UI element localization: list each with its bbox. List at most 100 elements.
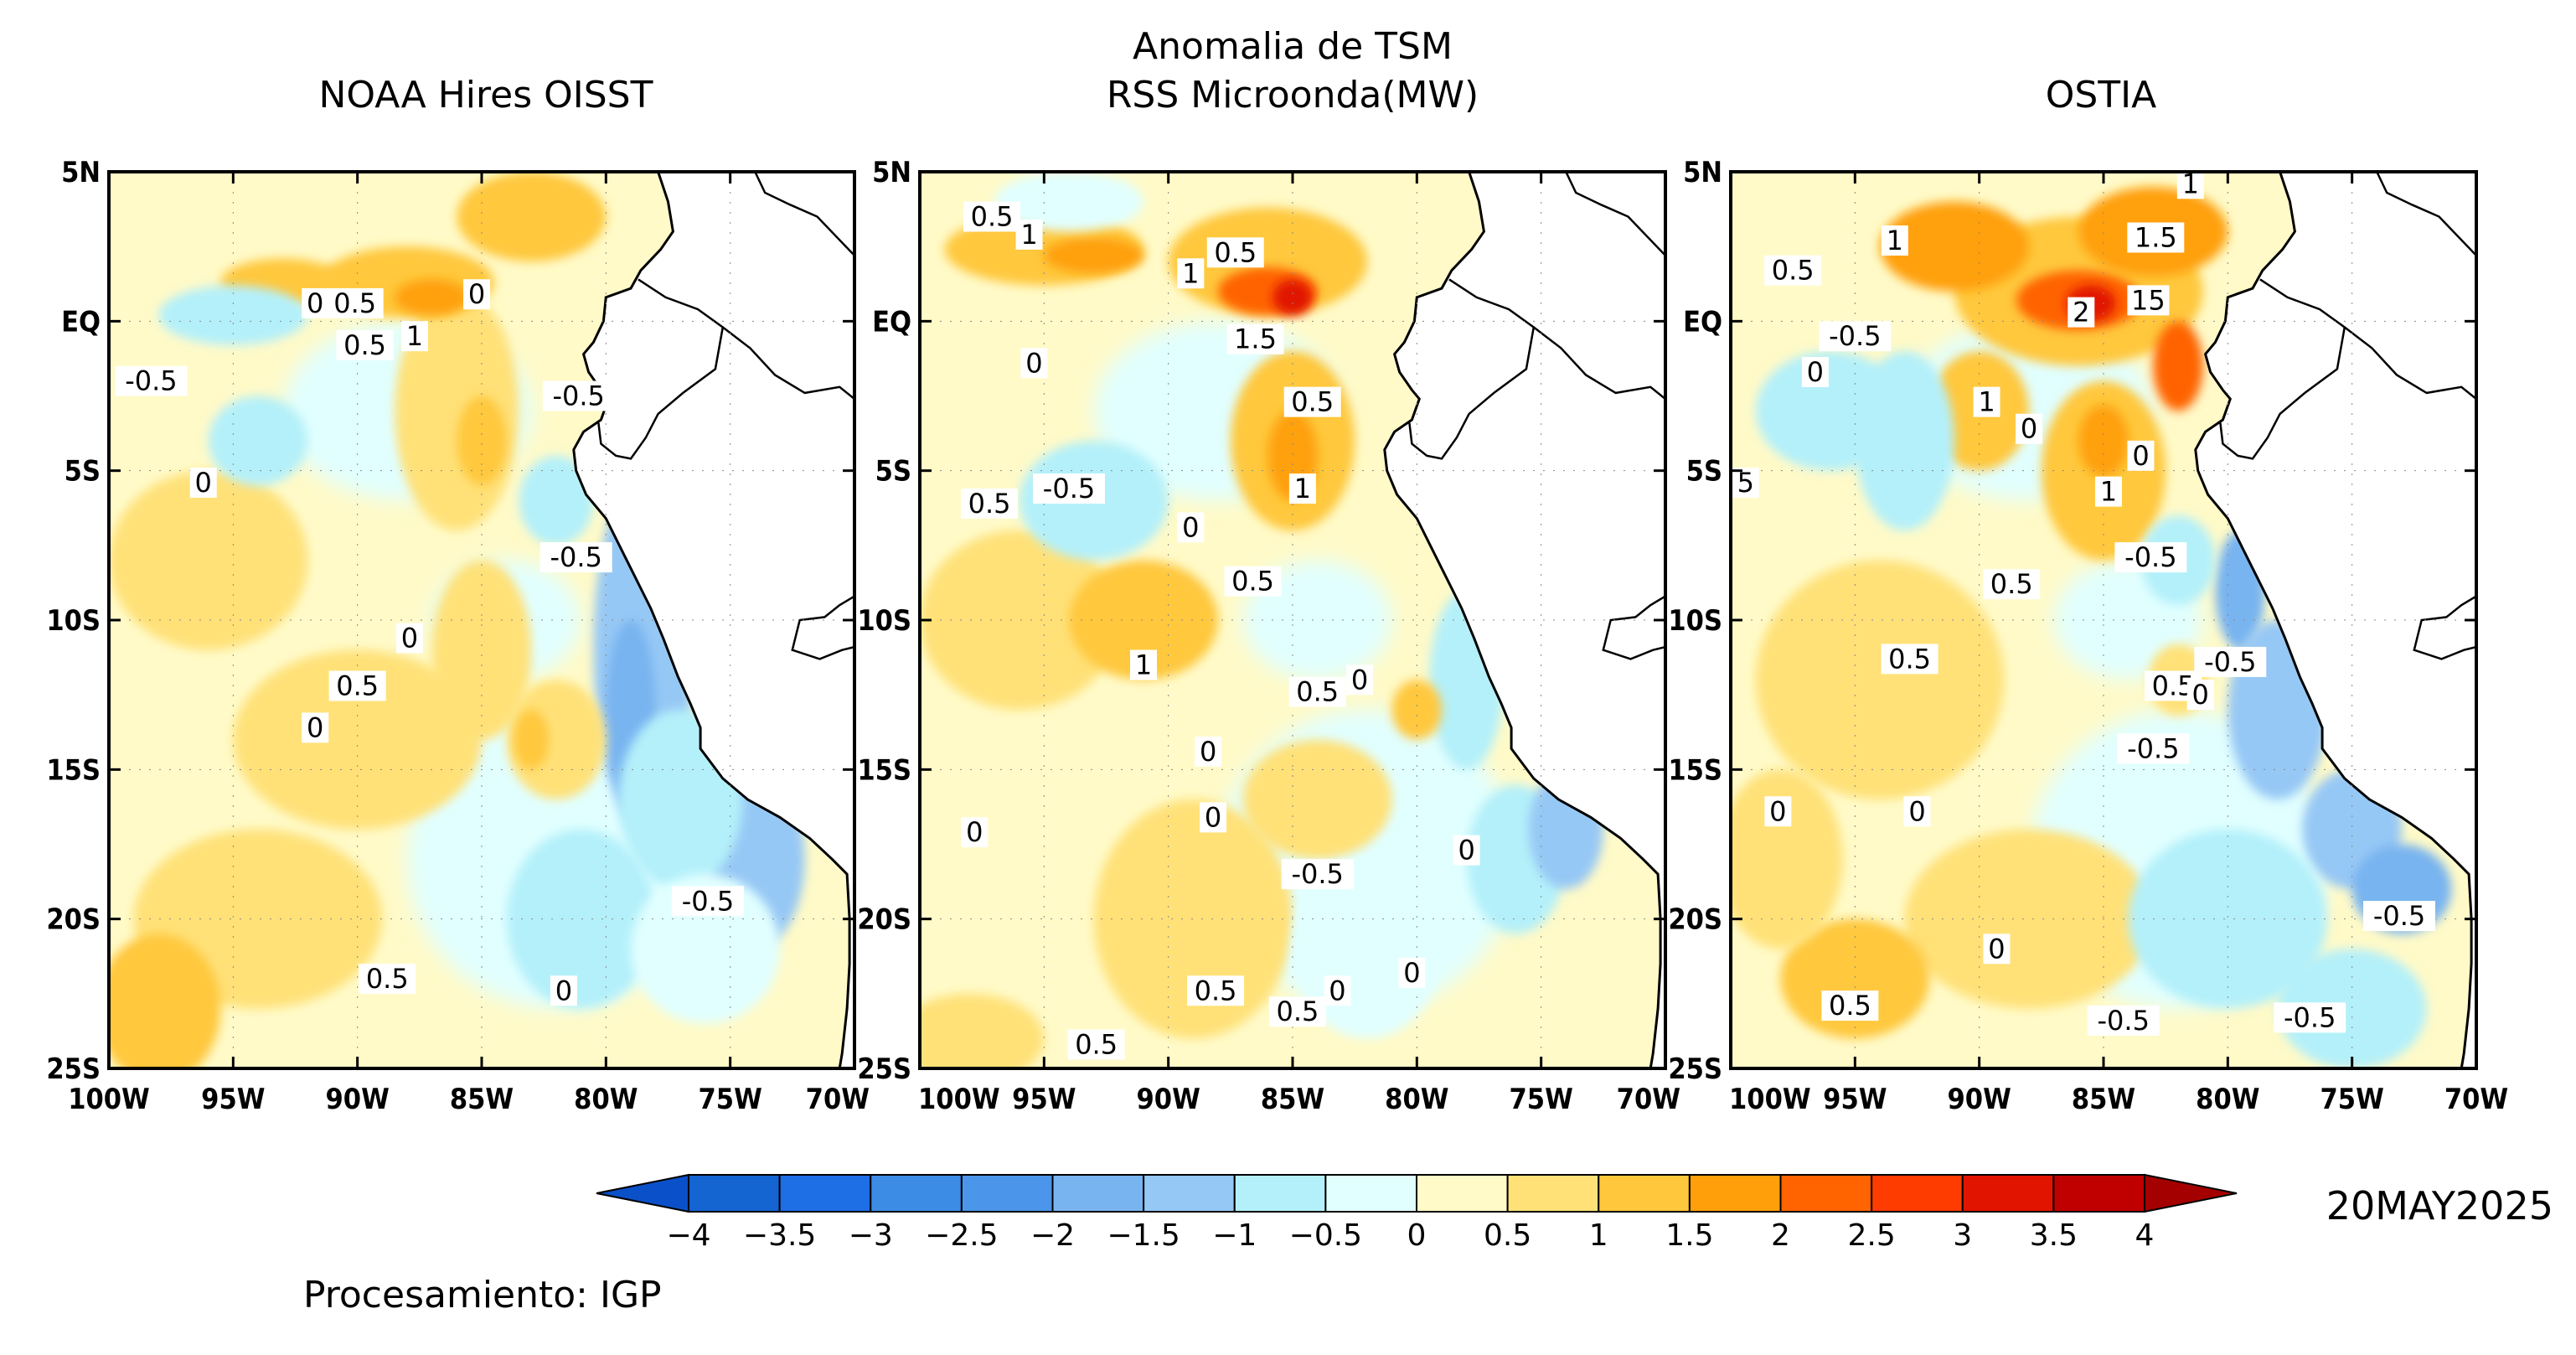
y-tick-label: 10S <box>857 604 911 638</box>
figure-title-line1: Anomalia de TSM <box>1133 25 1453 68</box>
colorbar-segment <box>1598 1174 1691 1213</box>
contour-label: 0.5 <box>1075 1028 1118 1060</box>
contour-label-box <box>359 964 416 994</box>
contour-label-box <box>1288 473 1316 504</box>
colorbar-label: −1 <box>1212 1218 1257 1253</box>
contour-label-box <box>1130 649 1157 680</box>
colorbar-segment <box>1688 1174 1782 1213</box>
credit-label: Procesamiento: IGP <box>303 1274 662 1316</box>
anomaly-region <box>506 829 656 1009</box>
country-border <box>2413 595 2476 660</box>
anomaly-region <box>1755 560 2005 799</box>
contour-label-box <box>2186 680 2214 711</box>
y-tick-label: 20S <box>1668 903 1722 937</box>
contour-label-box <box>2094 476 2122 507</box>
y-tick-label: 15S <box>857 753 911 787</box>
anomaly-region <box>457 172 607 261</box>
contour-label: -0.5 <box>1291 858 1343 890</box>
colorbar-label: −3 <box>849 1218 893 1253</box>
contour-label-box <box>1903 796 1931 827</box>
contour-label-box <box>671 886 744 917</box>
contour-label: -0.5 <box>2373 900 2425 932</box>
contour-label: 0 <box>2021 413 2037 445</box>
contour-label-box <box>1324 975 1351 1006</box>
y-tick-label: 10S <box>46 604 101 638</box>
contour-label: -0.5 <box>550 541 602 573</box>
anomaly-region <box>1391 680 1443 740</box>
contour-label: 0.5 <box>1231 566 1274 597</box>
contour-label: 0.5 <box>336 670 379 701</box>
contour-label: 0 <box>2192 679 2209 711</box>
anomaly-region <box>109 470 308 650</box>
contour-label-box <box>1015 219 1043 250</box>
colorbar-label: 4 <box>2135 1218 2155 1253</box>
country-border <box>791 595 854 660</box>
contour-label-box <box>1288 676 1346 707</box>
contour-label-box <box>961 488 1019 519</box>
contour-label: 0 <box>195 467 212 499</box>
anomaly-region <box>920 993 1045 1068</box>
contour-label: 0 <box>1200 736 1216 768</box>
contour-label: -0.5 <box>2284 1001 2336 1033</box>
x-tick-label: 95W <box>201 1083 265 1116</box>
y-tick-label: 5S <box>65 455 101 489</box>
contour-label: -0.5 <box>552 380 604 412</box>
y-tick-label: EQ <box>61 305 101 339</box>
x-tick-label: 90W <box>1137 1083 1200 1116</box>
contour-label-box <box>1764 796 1792 827</box>
panel-title-ostia: OSTIA <box>2046 74 2157 116</box>
anomaly-region <box>1168 207 1368 316</box>
contour-label: 0.5 <box>1829 990 1871 1021</box>
y-tick-label: 5N <box>872 156 911 189</box>
contour-label-box <box>2117 733 2190 764</box>
contour-label: 0 <box>2132 440 2149 472</box>
colorbar-segment <box>1416 1174 1509 1213</box>
colorbar-segment <box>688 1174 781 1213</box>
contour-label: -0.5 <box>1043 473 1095 504</box>
contour-label-box <box>395 623 423 654</box>
contour-label: 1.5 <box>1234 323 1277 355</box>
contour-label-box <box>2274 1002 2346 1033</box>
y-tick-label: 5S <box>1686 455 1722 489</box>
x-tick-label: 100W <box>68 1083 150 1116</box>
contour-label: 0 <box>1182 511 1199 543</box>
contour-label-box <box>1983 569 2041 600</box>
anomaly-region <box>1855 351 1955 530</box>
x-tick-label: 85W <box>1261 1083 1324 1116</box>
colorbar-under-arrow <box>596 1173 689 1213</box>
contour-label-box <box>2176 168 2204 199</box>
contour-label-box <box>2194 646 2267 677</box>
anomaly-region <box>233 649 482 830</box>
contour-label: 0 <box>1908 795 1925 827</box>
country-border <box>1408 278 1536 460</box>
colorbar-segment <box>2052 1174 2145 1213</box>
y-tick-label: 25S <box>857 1052 911 1086</box>
y-tick-label: 25S <box>46 1052 101 1086</box>
contour-label: 2 <box>2073 297 2089 328</box>
contour-label-box <box>2127 285 2170 316</box>
contour-label: 0.5 <box>1772 255 1815 287</box>
contour-label-box <box>1453 835 1480 866</box>
map-panel-noaa: 0 0.5 0.5 1 0 -0.5 -0.5 0 -0.5 0 0.5 0 -0.5 0.5 0 100W 9… <box>46 156 870 1116</box>
contour-label-box <box>1195 736 1222 767</box>
x-tick-label: 75W <box>699 1083 762 1116</box>
contour-label: 0.5 <box>1276 996 1319 1027</box>
contour-label-box <box>1821 990 1879 1021</box>
contour-label: 0.5 <box>1888 643 1931 675</box>
colorbar-label: −3.5 <box>743 1218 816 1253</box>
anomaly-region <box>2153 321 2203 411</box>
contour-label: 15 <box>2131 284 2166 316</box>
colorbar-segment <box>960 1174 1054 1213</box>
contour-label-box <box>1067 1029 1125 1060</box>
y-tick-label: 15S <box>1668 753 1722 787</box>
colorbar-segment <box>1233 1174 1327 1213</box>
colorbar-label: 3.5 <box>2030 1218 2078 1253</box>
contour-label-box <box>963 201 1021 232</box>
contour-label-box <box>1983 934 2011 965</box>
x-tick-label: 90W <box>1948 1083 2011 1116</box>
land-mass <box>573 172 854 1068</box>
country-border <box>2344 326 2476 401</box>
